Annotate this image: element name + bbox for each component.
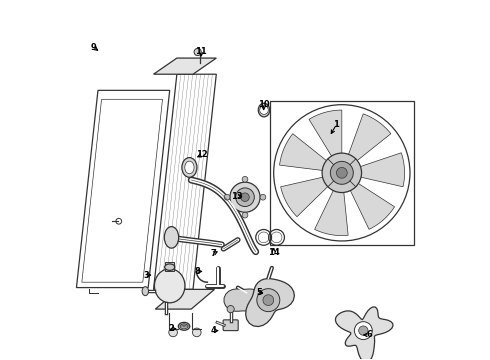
Circle shape [354, 321, 372, 339]
Polygon shape [349, 182, 394, 229]
Circle shape [236, 188, 254, 207]
Text: 14: 14 [268, 248, 280, 257]
Circle shape [242, 176, 248, 182]
Text: 12: 12 [196, 150, 208, 159]
Polygon shape [315, 188, 348, 235]
Polygon shape [335, 307, 393, 360]
Circle shape [194, 48, 201, 55]
Polygon shape [309, 110, 342, 158]
Text: 11: 11 [196, 47, 207, 56]
Polygon shape [245, 279, 294, 327]
Ellipse shape [185, 161, 194, 174]
Circle shape [257, 289, 280, 312]
Circle shape [359, 326, 368, 335]
Text: 7: 7 [211, 249, 217, 258]
Polygon shape [153, 58, 216, 74]
Circle shape [241, 193, 249, 202]
Ellipse shape [182, 158, 197, 177]
FancyBboxPatch shape [270, 101, 414, 244]
Circle shape [224, 194, 230, 200]
Circle shape [330, 161, 353, 184]
Text: 6: 6 [367, 330, 373, 339]
Polygon shape [153, 74, 216, 289]
Circle shape [116, 219, 122, 224]
Text: 5: 5 [256, 288, 262, 297]
FancyBboxPatch shape [223, 320, 238, 330]
Ellipse shape [258, 103, 270, 117]
Ellipse shape [164, 226, 179, 248]
Circle shape [193, 328, 201, 337]
Text: 4: 4 [211, 326, 217, 335]
Circle shape [263, 295, 274, 306]
Circle shape [260, 194, 266, 200]
FancyBboxPatch shape [165, 262, 174, 271]
Text: 9: 9 [91, 43, 97, 52]
Polygon shape [279, 134, 328, 171]
Ellipse shape [165, 264, 175, 270]
Polygon shape [155, 289, 215, 309]
Ellipse shape [154, 269, 185, 303]
Circle shape [227, 306, 234, 313]
Polygon shape [358, 153, 405, 187]
Ellipse shape [178, 322, 190, 330]
Text: 8: 8 [195, 267, 200, 276]
Circle shape [230, 182, 260, 212]
Circle shape [322, 153, 362, 193]
Circle shape [169, 328, 177, 337]
Ellipse shape [142, 287, 148, 296]
Polygon shape [224, 289, 263, 311]
Circle shape [260, 106, 269, 114]
Polygon shape [348, 114, 391, 162]
Ellipse shape [180, 324, 188, 329]
Text: 3: 3 [144, 270, 149, 279]
Polygon shape [281, 177, 329, 217]
Circle shape [242, 212, 248, 218]
Text: 2: 2 [169, 324, 174, 333]
Circle shape [337, 167, 347, 178]
Text: 13: 13 [231, 192, 243, 201]
Text: 10: 10 [258, 100, 270, 109]
Text: 1: 1 [334, 120, 340, 129]
Polygon shape [76, 90, 170, 288]
